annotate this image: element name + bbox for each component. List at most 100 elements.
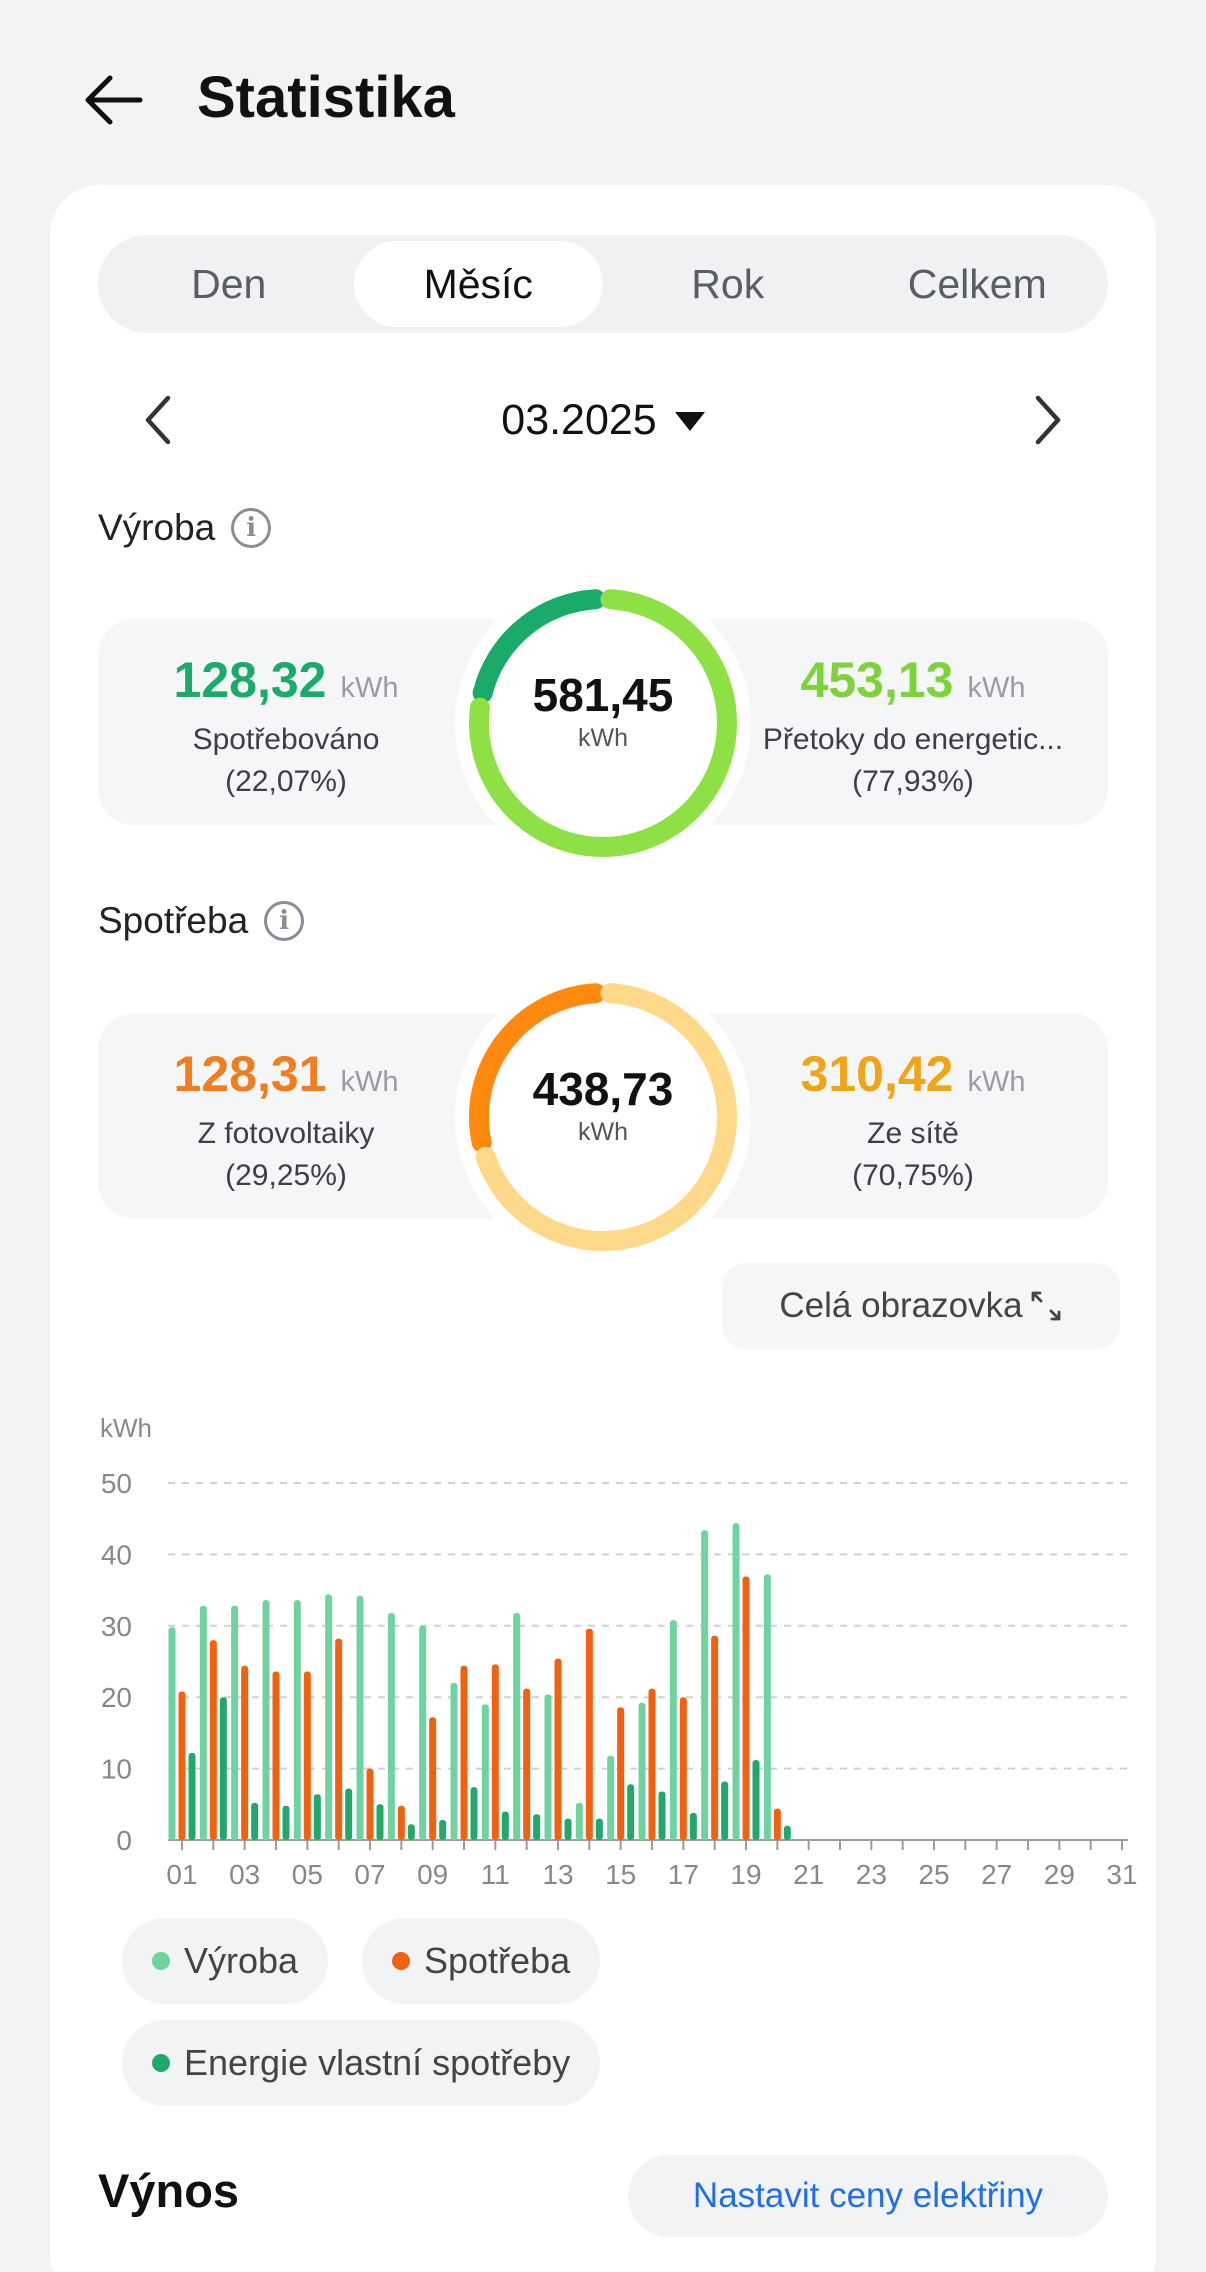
- consumption-from-grid-unit: kWh: [967, 1066, 1026, 1098]
- bar-výroba-19: [732, 1522, 740, 1840]
- consumption-from-grid-arc: [475, 983, 737, 1251]
- bar-výroba-06: [325, 1594, 333, 1840]
- bar-energie-vlastní-spotřeby-05: [313, 1794, 321, 1840]
- consumption-label: Spotřeba: [98, 900, 249, 941]
- next-month-button[interactable]: [1018, 390, 1078, 450]
- tab-celkem[interactable]: Celkem: [907, 260, 1047, 307]
- date-value: 03.2025: [501, 395, 657, 444]
- info-icon[interactable]: i: [264, 901, 305, 941]
- x-tick-label: 01: [166, 1859, 197, 1890]
- bar-výroba-17: [669, 1620, 677, 1840]
- bar-výroba-07: [356, 1595, 364, 1840]
- legend-label: Energie vlastní spotřeby: [184, 2042, 571, 2083]
- production-self-consumed-label: Spotřebováno: [192, 723, 380, 756]
- legend-dot: [152, 2054, 170, 2072]
- bar-energie-vlastní-spotřeby-10: [470, 1787, 478, 1840]
- production-self-consumed-value: 128,32: [173, 652, 327, 708]
- bar-výroba-01: [168, 1627, 176, 1840]
- bar-energie-vlastní-spotřeby-14: [595, 1818, 603, 1840]
- legend-label: Výroba: [184, 1940, 299, 1981]
- bar-spotřeba-06: [335, 1638, 343, 1840]
- consumption-total: 438,73: [532, 1063, 674, 1115]
- y-tick-label: 0: [116, 1825, 132, 1856]
- bar-spotřeba-20: [773, 1808, 781, 1840]
- bar-výroba-18: [701, 1530, 709, 1840]
- bar-spotřeba-17: [679, 1697, 687, 1840]
- back-button[interactable]: [72, 60, 152, 140]
- production-export-unit: kWh: [967, 672, 1026, 704]
- bar-spotřeba-04: [272, 1671, 280, 1840]
- x-tick-label: 21: [793, 1859, 824, 1890]
- bar-spotřeba-08: [397, 1805, 405, 1840]
- date-navigator: 03.2025: [98, 380, 1108, 460]
- tab-rok[interactable]: Rok: [691, 260, 765, 307]
- bar-energie-vlastní-spotřeby-04: [282, 1805, 290, 1840]
- x-tick-label: 23: [856, 1859, 887, 1890]
- bar-výroba-03: [231, 1605, 239, 1840]
- production-total: 581,45: [532, 669, 674, 721]
- x-tick-label: 31: [1106, 1859, 1137, 1890]
- legend-spotreba[interactable]: Spotřeba: [362, 1918, 601, 2004]
- bar-výroba-04: [262, 1600, 270, 1840]
- production-donut: 581,45 kWh: [453, 573, 753, 873]
- bar-energie-vlastní-spotřeby-13: [564, 1818, 572, 1840]
- legend-dot: [152, 1952, 170, 1970]
- bar-spotřeba-05: [303, 1671, 311, 1840]
- previous-month-button[interactable]: [128, 390, 188, 450]
- production-self-consumed-unit: kWh: [340, 672, 399, 704]
- consumption-from-grid-pct: (70,75%): [852, 1159, 974, 1192]
- y-tick-label: 50: [101, 1468, 132, 1499]
- caret-down-icon: [674, 411, 705, 431]
- bar-energie-vlastní-spotřeby-12: [533, 1814, 541, 1840]
- x-tick-label: 19: [730, 1859, 761, 1890]
- tab-den[interactable]: Den: [191, 260, 267, 307]
- page-title: Statistika: [197, 65, 455, 130]
- expand-icon: [1031, 1291, 1060, 1321]
- production-export-value: 453,13: [800, 652, 954, 708]
- bar-výroba-11: [481, 1704, 489, 1840]
- bar-výroba-20: [763, 1574, 771, 1840]
- x-tick-label: 13: [542, 1859, 573, 1890]
- info-icon[interactable]: i: [231, 508, 272, 548]
- bar-spotřeba-07: [366, 1768, 374, 1840]
- legend-vlastni-spotreba[interactable]: Energie vlastní spotřeby: [122, 2020, 601, 2106]
- production-self-consumed-pct: (22,07%): [225, 765, 347, 798]
- bar-spotřeba-18: [711, 1635, 719, 1840]
- bar-energie-vlastní-spotřeby-07: [376, 1804, 384, 1840]
- date-picker[interactable]: 03.2025: [98, 380, 1108, 460]
- y-axis-label: kWh: [100, 1413, 152, 1443]
- fullscreen-button[interactable]: Celá obrazovka: [722, 1263, 1120, 1349]
- x-tick-label: 27: [981, 1859, 1012, 1890]
- x-tick-label: 09: [417, 1859, 448, 1890]
- consumption-from-pv-value: 128,31: [173, 1046, 327, 1102]
- legend-dot: [392, 1952, 410, 1970]
- tab-mesic[interactable]: Měsíc: [353, 241, 603, 327]
- arrow-left-icon: [85, 75, 143, 125]
- bar-energie-vlastní-spotřeby-11: [501, 1811, 509, 1840]
- production-export-arc: [469, 589, 737, 857]
- y-tick-label: 20: [101, 1682, 132, 1713]
- x-tick-label: 25: [918, 1859, 949, 1890]
- production-export: 453,13 kWh Přetoky do energetic... (77,9…: [718, 651, 1108, 799]
- set-electricity-price-button[interactable]: Nastavit ceny elektřiny: [628, 2155, 1108, 2237]
- consumption-section-label: Spotřeba i: [98, 900, 305, 942]
- bar-spotřeba-16: [648, 1688, 656, 1840]
- x-tick-label: 05: [292, 1859, 323, 1890]
- bar-energie-vlastní-spotřeby-17: [689, 1812, 697, 1840]
- production-export-label: Přetoky do energetic...: [762, 723, 1064, 756]
- bar-výroba-15: [607, 1755, 615, 1840]
- x-tick-label: 03: [229, 1859, 260, 1890]
- x-tick-label: 15: [605, 1859, 636, 1890]
- bar-energie-vlastní-spotřeby-01: [188, 1752, 196, 1840]
- bar-výroba-12: [513, 1612, 521, 1840]
- bar-energie-vlastní-spotřeby-06: [345, 1788, 353, 1840]
- bar-spotřeba-03: [241, 1665, 249, 1840]
- legend-label: Spotřeba: [424, 1940, 571, 1981]
- x-tick-label: 07: [354, 1859, 385, 1890]
- production-total-unit: kWh: [578, 724, 628, 752]
- legend-vyroba[interactable]: Výroba: [122, 1918, 329, 2004]
- bar-energie-vlastní-spotřeby-15: [627, 1784, 635, 1840]
- consumption-donut: 438,73 kWh: [453, 967, 753, 1267]
- x-tick-label: 11: [481, 1859, 510, 1890]
- production-export-pct: (77,93%): [852, 765, 974, 798]
